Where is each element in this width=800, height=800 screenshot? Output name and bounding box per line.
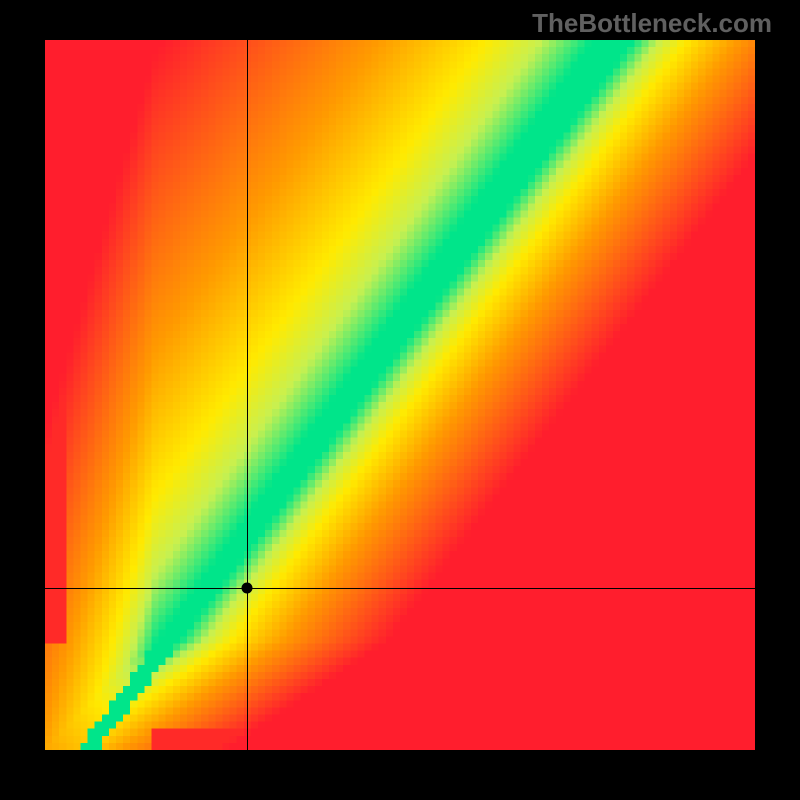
- data-point-marker: [242, 583, 253, 594]
- crosshair-vertical: [247, 40, 248, 750]
- bottleneck-heatmap: [45, 40, 755, 750]
- watermark-text: TheBottleneck.com: [532, 8, 772, 39]
- crosshair-horizontal: [45, 588, 755, 589]
